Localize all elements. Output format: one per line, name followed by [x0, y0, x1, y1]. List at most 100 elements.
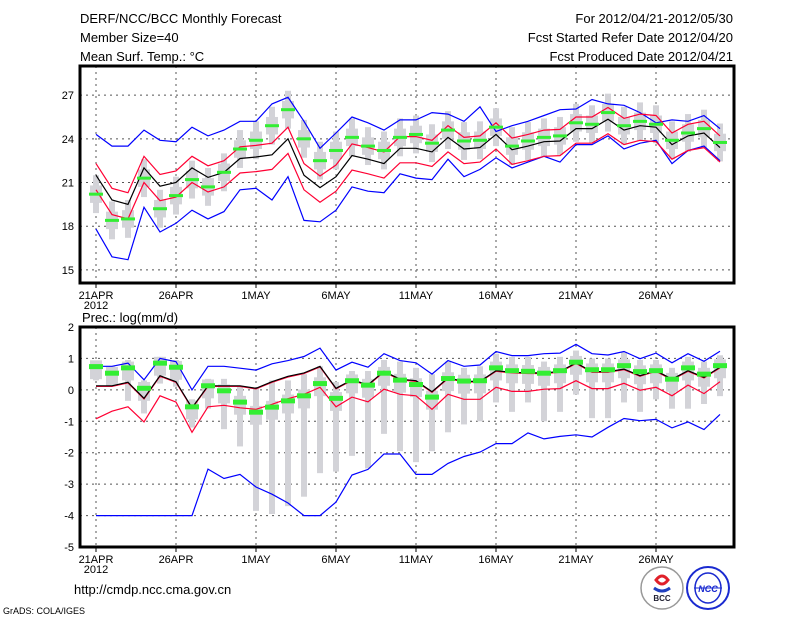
ncc-logo: NCC — [686, 566, 730, 610]
mean-line — [96, 362, 721, 409]
max-line — [95, 96, 721, 150]
median-mark — [185, 178, 199, 182]
forecast-period: For 2012/04/21-2012/05/30 — [575, 11, 733, 26]
box-bar — [522, 365, 534, 384]
y-tick-label: -2 — [64, 448, 74, 460]
box-bar — [170, 360, 182, 380]
median-mark — [313, 159, 327, 163]
svg-text:NCC: NCC — [698, 584, 718, 594]
variable-label: Mean Surf. Temp.: °C — [80, 49, 204, 64]
fcst-produced-date: Fcst Produced Date 2012/04/21 — [549, 49, 733, 64]
box-bar — [538, 366, 550, 386]
median-mark — [409, 382, 423, 388]
median-mark — [217, 170, 231, 174]
box-bar — [378, 366, 390, 386]
median-mark — [297, 137, 311, 141]
median-mark — [649, 368, 663, 374]
whisker-bar — [509, 356, 515, 412]
median-mark — [537, 370, 551, 376]
mean-line — [95, 118, 721, 206]
median-mark — [537, 135, 551, 139]
box-bar — [90, 360, 102, 380]
whisker-bar — [557, 356, 563, 412]
median-mark — [441, 128, 455, 132]
x-tick-label: 16MAY — [478, 290, 514, 302]
median-mark — [633, 369, 647, 375]
median-mark — [313, 381, 327, 387]
min-line — [96, 413, 721, 517]
whisker-bar — [317, 366, 323, 474]
median-mark — [89, 192, 103, 196]
median-mark — [265, 124, 279, 128]
y-tick-label: 2 — [68, 322, 74, 334]
median-mark — [361, 382, 375, 388]
whisker-bar — [461, 367, 467, 425]
whisker-bar — [269, 380, 275, 514]
x-tick-label: 26MAY — [638, 554, 674, 566]
median-mark — [233, 399, 247, 405]
x-tick-label: 26APR — [159, 290, 194, 302]
box-bar — [458, 374, 470, 394]
whisker-bar — [301, 374, 307, 497]
median-mark — [377, 148, 391, 152]
median-mark — [553, 134, 567, 138]
plot-frame — [78, 325, 736, 549]
median-mark — [425, 141, 439, 145]
whisker-bar — [429, 374, 435, 452]
median-mark — [377, 370, 391, 376]
x-tick-label: 26MAY — [638, 290, 674, 302]
x-tick-label: 11MAY — [399, 554, 434, 566]
grads-credit: GrADS: COLA/IGES — [3, 606, 85, 616]
median-mark — [105, 218, 119, 222]
median-mark — [169, 194, 183, 198]
median-mark — [281, 108, 295, 112]
y-tick-label: -4 — [64, 511, 74, 523]
x-tick-label: 26APR — [159, 554, 194, 566]
y-tick-label: -5 — [64, 542, 74, 554]
median-mark — [217, 388, 231, 394]
median-mark — [553, 368, 567, 374]
plot-frame — [78, 64, 736, 285]
median-mark — [681, 131, 695, 135]
median-mark — [601, 367, 615, 373]
box-bar — [218, 384, 230, 404]
chart-title: DERF/NCC/BCC Monthly Forecast — [80, 11, 282, 26]
median-mark — [249, 138, 263, 142]
median-mark — [393, 377, 407, 383]
whisker-bar — [253, 388, 259, 511]
median-mark — [585, 367, 599, 373]
median-mark — [89, 364, 103, 370]
whisker-bar — [477, 366, 483, 422]
box-bar — [506, 364, 518, 384]
median-mark — [105, 370, 119, 376]
median-mark — [569, 359, 583, 365]
whisker-bar — [349, 371, 355, 456]
median-mark — [457, 139, 471, 143]
median-mark — [665, 138, 679, 142]
median-mark — [121, 365, 135, 371]
box-bar — [554, 364, 566, 384]
y-tick-label: 1 — [68, 353, 74, 365]
box-bar — [202, 379, 214, 399]
median-mark — [665, 376, 679, 382]
median-mark — [521, 139, 535, 143]
median-mark — [249, 409, 263, 415]
source-url[interactable]: http://cmdp.ncc.cma.gov.cn — [74, 582, 231, 597]
median-mark — [425, 394, 439, 400]
median-mark — [329, 395, 343, 401]
spread-lower-line — [95, 132, 721, 220]
whisker-bar — [445, 361, 451, 433]
svg-text:BCC: BCC — [653, 594, 671, 603]
whisker-bar — [685, 356, 691, 409]
y-tick-label: 24 — [62, 134, 74, 146]
y-tick-label: -1 — [64, 416, 74, 428]
median-mark — [153, 207, 167, 211]
whisker-bar — [237, 386, 243, 447]
median-mark — [137, 176, 151, 180]
median-mark — [521, 368, 535, 374]
median-mark — [201, 185, 215, 189]
median-mark — [697, 371, 711, 377]
min-line — [95, 135, 721, 261]
spread-upper-line — [95, 106, 721, 194]
median-mark — [345, 135, 359, 139]
